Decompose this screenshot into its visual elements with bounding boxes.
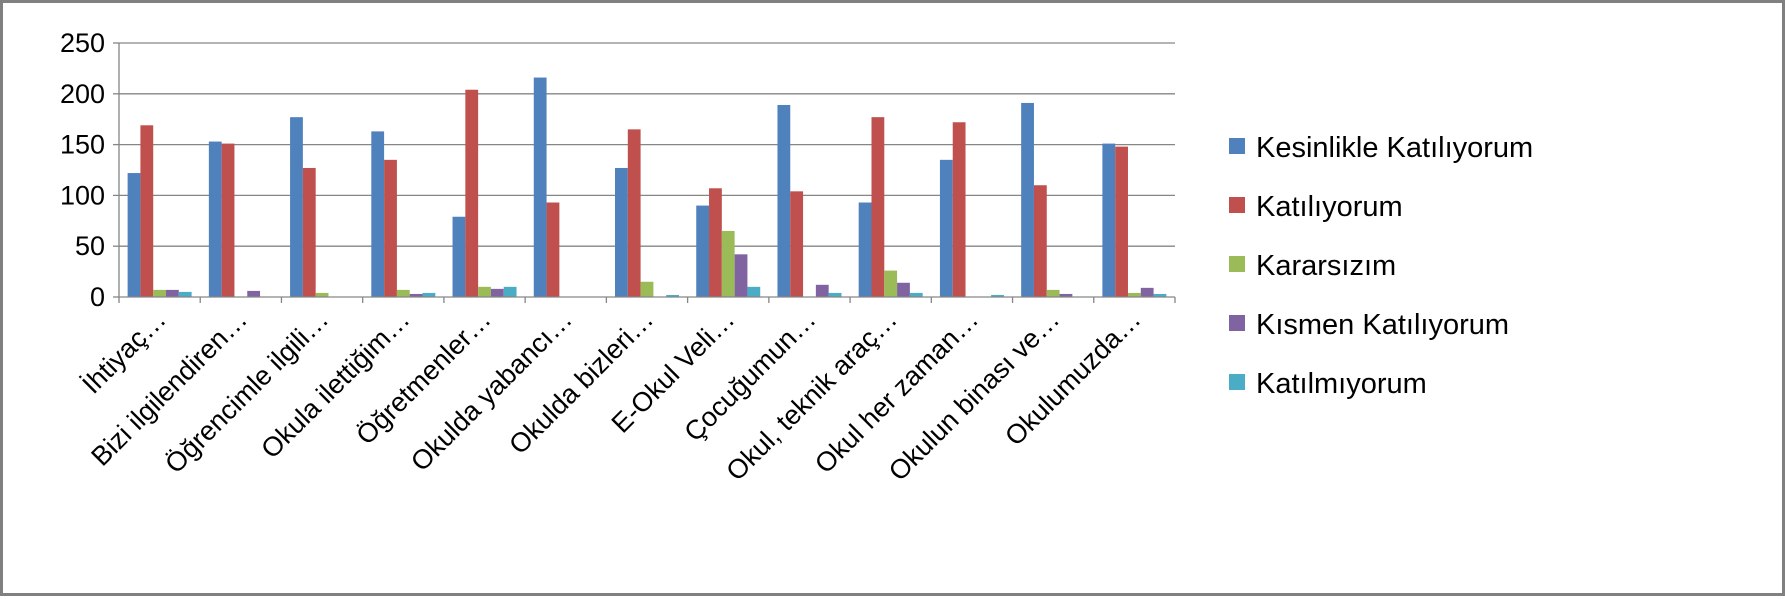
y-tick-labels: 0 50 100 150 200 250 bbox=[60, 28, 105, 312]
bar bbox=[696, 205, 710, 297]
bar bbox=[615, 167, 628, 297]
bar bbox=[490, 288, 504, 297]
bar bbox=[709, 188, 722, 297]
bar bbox=[884, 270, 898, 297]
bar bbox=[1115, 146, 1128, 297]
bar bbox=[533, 77, 547, 297]
bar bbox=[127, 173, 141, 297]
legend-label: Katılmıyorum bbox=[1256, 368, 1427, 400]
y-tick-label: 50 bbox=[75, 231, 105, 261]
bar bbox=[747, 286, 761, 297]
legend-swatch bbox=[1229, 197, 1245, 213]
bar bbox=[721, 230, 735, 297]
bar bbox=[178, 291, 192, 297]
x-category-labels: İhtiyaç…Bizi ilgilendiren…Öğrencimle ilg… bbox=[76, 303, 1147, 486]
bar bbox=[546, 202, 560, 297]
bar bbox=[503, 286, 517, 297]
axes bbox=[113, 42, 1176, 303]
bar bbox=[790, 191, 804, 297]
bar bbox=[828, 292, 842, 297]
legend: Kesinlikle Katılıyorum Katılıyorum Kararsı… bbox=[1229, 132, 1533, 400]
bar bbox=[478, 286, 491, 297]
x-category-label: Okulda bizleri… bbox=[503, 304, 659, 460]
bar bbox=[1021, 102, 1034, 297]
bar bbox=[290, 117, 303, 297]
legend-label: Kısmen Katılıyorum bbox=[1256, 309, 1509, 341]
bar bbox=[396, 289, 410, 297]
bar bbox=[247, 290, 261, 297]
legend-swatch bbox=[1229, 138, 1245, 154]
legend-swatch bbox=[1229, 374, 1245, 390]
bar bbox=[1059, 293, 1073, 297]
bar bbox=[1140, 287, 1154, 297]
bar bbox=[315, 292, 329, 297]
bar bbox=[384, 159, 397, 297]
y-tick-label: 0 bbox=[90, 282, 105, 312]
legend-label: Kararsızım bbox=[1256, 250, 1396, 282]
legend-swatch bbox=[1229, 315, 1245, 331]
bar bbox=[302, 167, 316, 297]
bar bbox=[897, 282, 910, 297]
bar bbox=[208, 141, 222, 297]
bar bbox=[939, 159, 953, 297]
y-tick-label: 200 bbox=[60, 79, 105, 109]
bar bbox=[952, 122, 966, 297]
bar bbox=[777, 104, 791, 297]
bar bbox=[627, 129, 641, 297]
y-tick-label: 100 bbox=[60, 180, 105, 210]
bar bbox=[465, 89, 479, 298]
legend-label: Kesinlikle Katılıyorum bbox=[1256, 132, 1533, 164]
bar bbox=[909, 292, 923, 297]
bar bbox=[815, 284, 829, 297]
gridlines bbox=[119, 42, 1175, 247]
x-category-label: Okula ilettiğim… bbox=[255, 304, 415, 464]
bar bbox=[991, 294, 1004, 297]
bars bbox=[127, 77, 1167, 298]
y-tick-label: 150 bbox=[60, 130, 105, 160]
bar bbox=[166, 289, 179, 297]
legend-swatch bbox=[1229, 256, 1245, 272]
bar bbox=[1033, 185, 1047, 297]
bar bbox=[140, 125, 154, 298]
y-tick-label: 250 bbox=[60, 28, 105, 58]
bar bbox=[666, 294, 679, 297]
bar bbox=[452, 216, 466, 297]
bar bbox=[871, 117, 885, 297]
bar bbox=[858, 202, 872, 297]
bar bbox=[1102, 143, 1116, 297]
bar bbox=[153, 289, 167, 297]
bar bbox=[221, 143, 235, 297]
bar bbox=[734, 254, 748, 297]
bar bbox=[640, 281, 654, 297]
chart: 0 50 100 150 200 250 İhtiyaç…Bizi ilgilendire… bbox=[60, 28, 1533, 487]
bar bbox=[409, 293, 423, 297]
bar bbox=[1127, 292, 1141, 297]
bar bbox=[422, 292, 436, 297]
bar bbox=[1046, 289, 1060, 297]
bar bbox=[1153, 293, 1167, 297]
legend-label: Katılıyorum bbox=[1256, 191, 1403, 223]
bar bbox=[371, 131, 385, 297]
